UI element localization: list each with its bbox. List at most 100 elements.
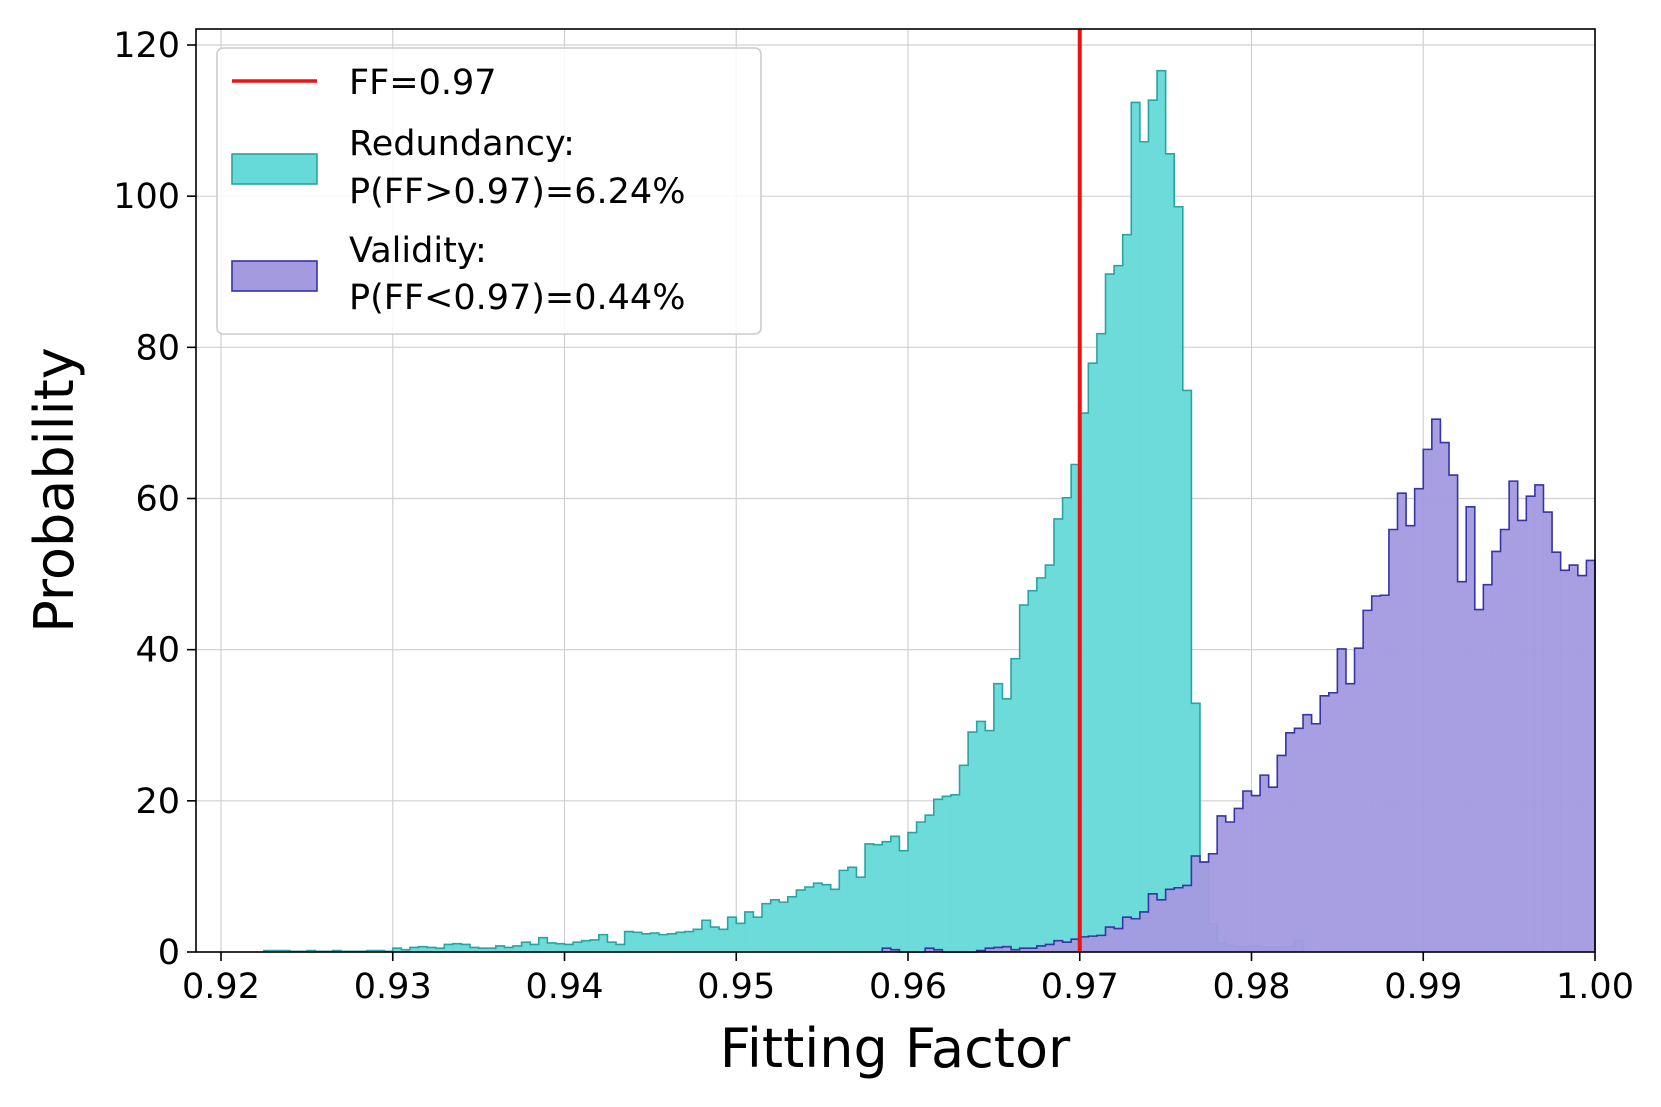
redundancy-bar [796,890,806,952]
validity-bar [1096,935,1106,952]
x-tick-label: 0.97 [1041,967,1119,1007]
validity-bar [1328,692,1338,952]
redundancy-bar [598,934,608,952]
redundancy-bar [1079,413,1089,952]
redundancy-bar [847,867,857,952]
validity-bar [1449,475,1458,952]
redundancy-bar [573,942,583,952]
validity-bar [1577,575,1587,952]
validity-bar [1234,808,1244,952]
redundancy-bar [890,836,900,952]
redundancy-bar [487,948,497,952]
redundancy-bar [942,796,952,952]
validity-bar [882,948,892,952]
x-axis-label: Fitting Factor [720,1017,1071,1080]
redundancy-bar [1157,70,1167,952]
validity-bar [1371,596,1381,952]
redundancy-bar [908,832,917,952]
validity-bar [1174,887,1184,952]
validity-bar [1088,936,1098,952]
validity-bar [1225,821,1235,952]
redundancy-bar [1148,100,1158,952]
redundancy-bar [547,942,557,952]
redundancy-bar [822,884,832,952]
redundancy-bar [641,933,651,952]
redundancy-bar [1045,565,1055,952]
validity-bar [1251,795,1261,952]
y-axis-label: Probability [23,347,86,632]
redundancy-bar [667,933,677,952]
redundancy-bar [770,899,780,952]
validity-bar [1509,481,1519,952]
validity-bar [1148,893,1158,952]
validity-bar [1552,552,1562,952]
legend-validity-swatch [231,260,318,292]
redundancy-bar [762,903,771,952]
redundancy-bar [701,920,711,952]
validity-bar [1500,529,1510,952]
redundancy-bar [882,841,892,952]
redundancy-bar [676,932,686,952]
validity-bar [1320,695,1330,952]
validity-bar [1199,862,1209,952]
x-tick-label: 0.95 [697,967,775,1007]
validity-bar [1182,885,1192,952]
redundancy-bar [512,945,522,952]
redundancy-bar [392,948,402,952]
redundancy-bar [993,683,1003,952]
legend-box [216,47,762,335]
validity-bar [1517,520,1527,952]
x-tick-label: 0.92 [182,967,260,1007]
validity-bar [1036,945,1046,952]
validity-bar [1311,723,1321,952]
redundancy-bar [1105,274,1115,953]
axis-ticks: 0.92 0.93 0.94 0.95 0.96 0.97 0.98 0.99 1.00 0 20 4… [113,26,1634,1007]
y-tick-label: 20 [135,782,180,822]
y-tick-label: 100 [113,177,180,217]
redundancy-bar [865,843,875,952]
validity-bar [1423,449,1433,952]
validity-bar [1380,595,1390,952]
redundancy-bar [736,923,746,952]
redundancy-bar [1096,333,1106,952]
validity-bar [1285,732,1295,952]
redundancy-bar [719,929,729,952]
histogram-bars [263,69,1596,953]
redundancy-bar [727,917,737,952]
redundancy-bar [710,927,720,952]
redundancy-bar [1131,102,1141,952]
redundancy-bar [950,794,960,952]
validity-bar [1543,512,1553,952]
validity-bar [1586,560,1596,952]
validity-bar [1491,551,1501,952]
redundancy-bar [899,850,909,952]
validity-bar [1242,791,1252,952]
redundancy-bar [633,932,643,952]
validity-bar [1337,648,1347,952]
y-tick-label: 40 [135,631,180,671]
redundancy-bar [401,949,411,952]
plot-frame [195,28,1596,953]
validity-bar [1277,755,1287,952]
validity-bar [1217,815,1227,952]
redundancy-bar [470,947,480,952]
redundancy-bar [787,896,797,952]
redundancy-bar [1174,206,1184,952]
validity-outline [881,418,1596,953]
redundancy-bar [1062,497,1072,952]
validity-bar [985,948,995,952]
redundancy-bar [1122,234,1132,952]
validity-bar [1560,570,1570,952]
validity-bar [1028,948,1038,952]
redundancy-bar [1165,153,1175,953]
validity-bar [1483,584,1493,952]
redundancy-bar [1071,464,1081,952]
redundancy-bar [658,934,668,952]
validity-bar [1260,775,1270,952]
y-tick-label: 60 [135,480,180,520]
validity-bar [1131,918,1141,952]
validity-bar [1114,928,1124,952]
redundancy-bar [1053,518,1063,952]
validity-bar [1019,948,1029,952]
